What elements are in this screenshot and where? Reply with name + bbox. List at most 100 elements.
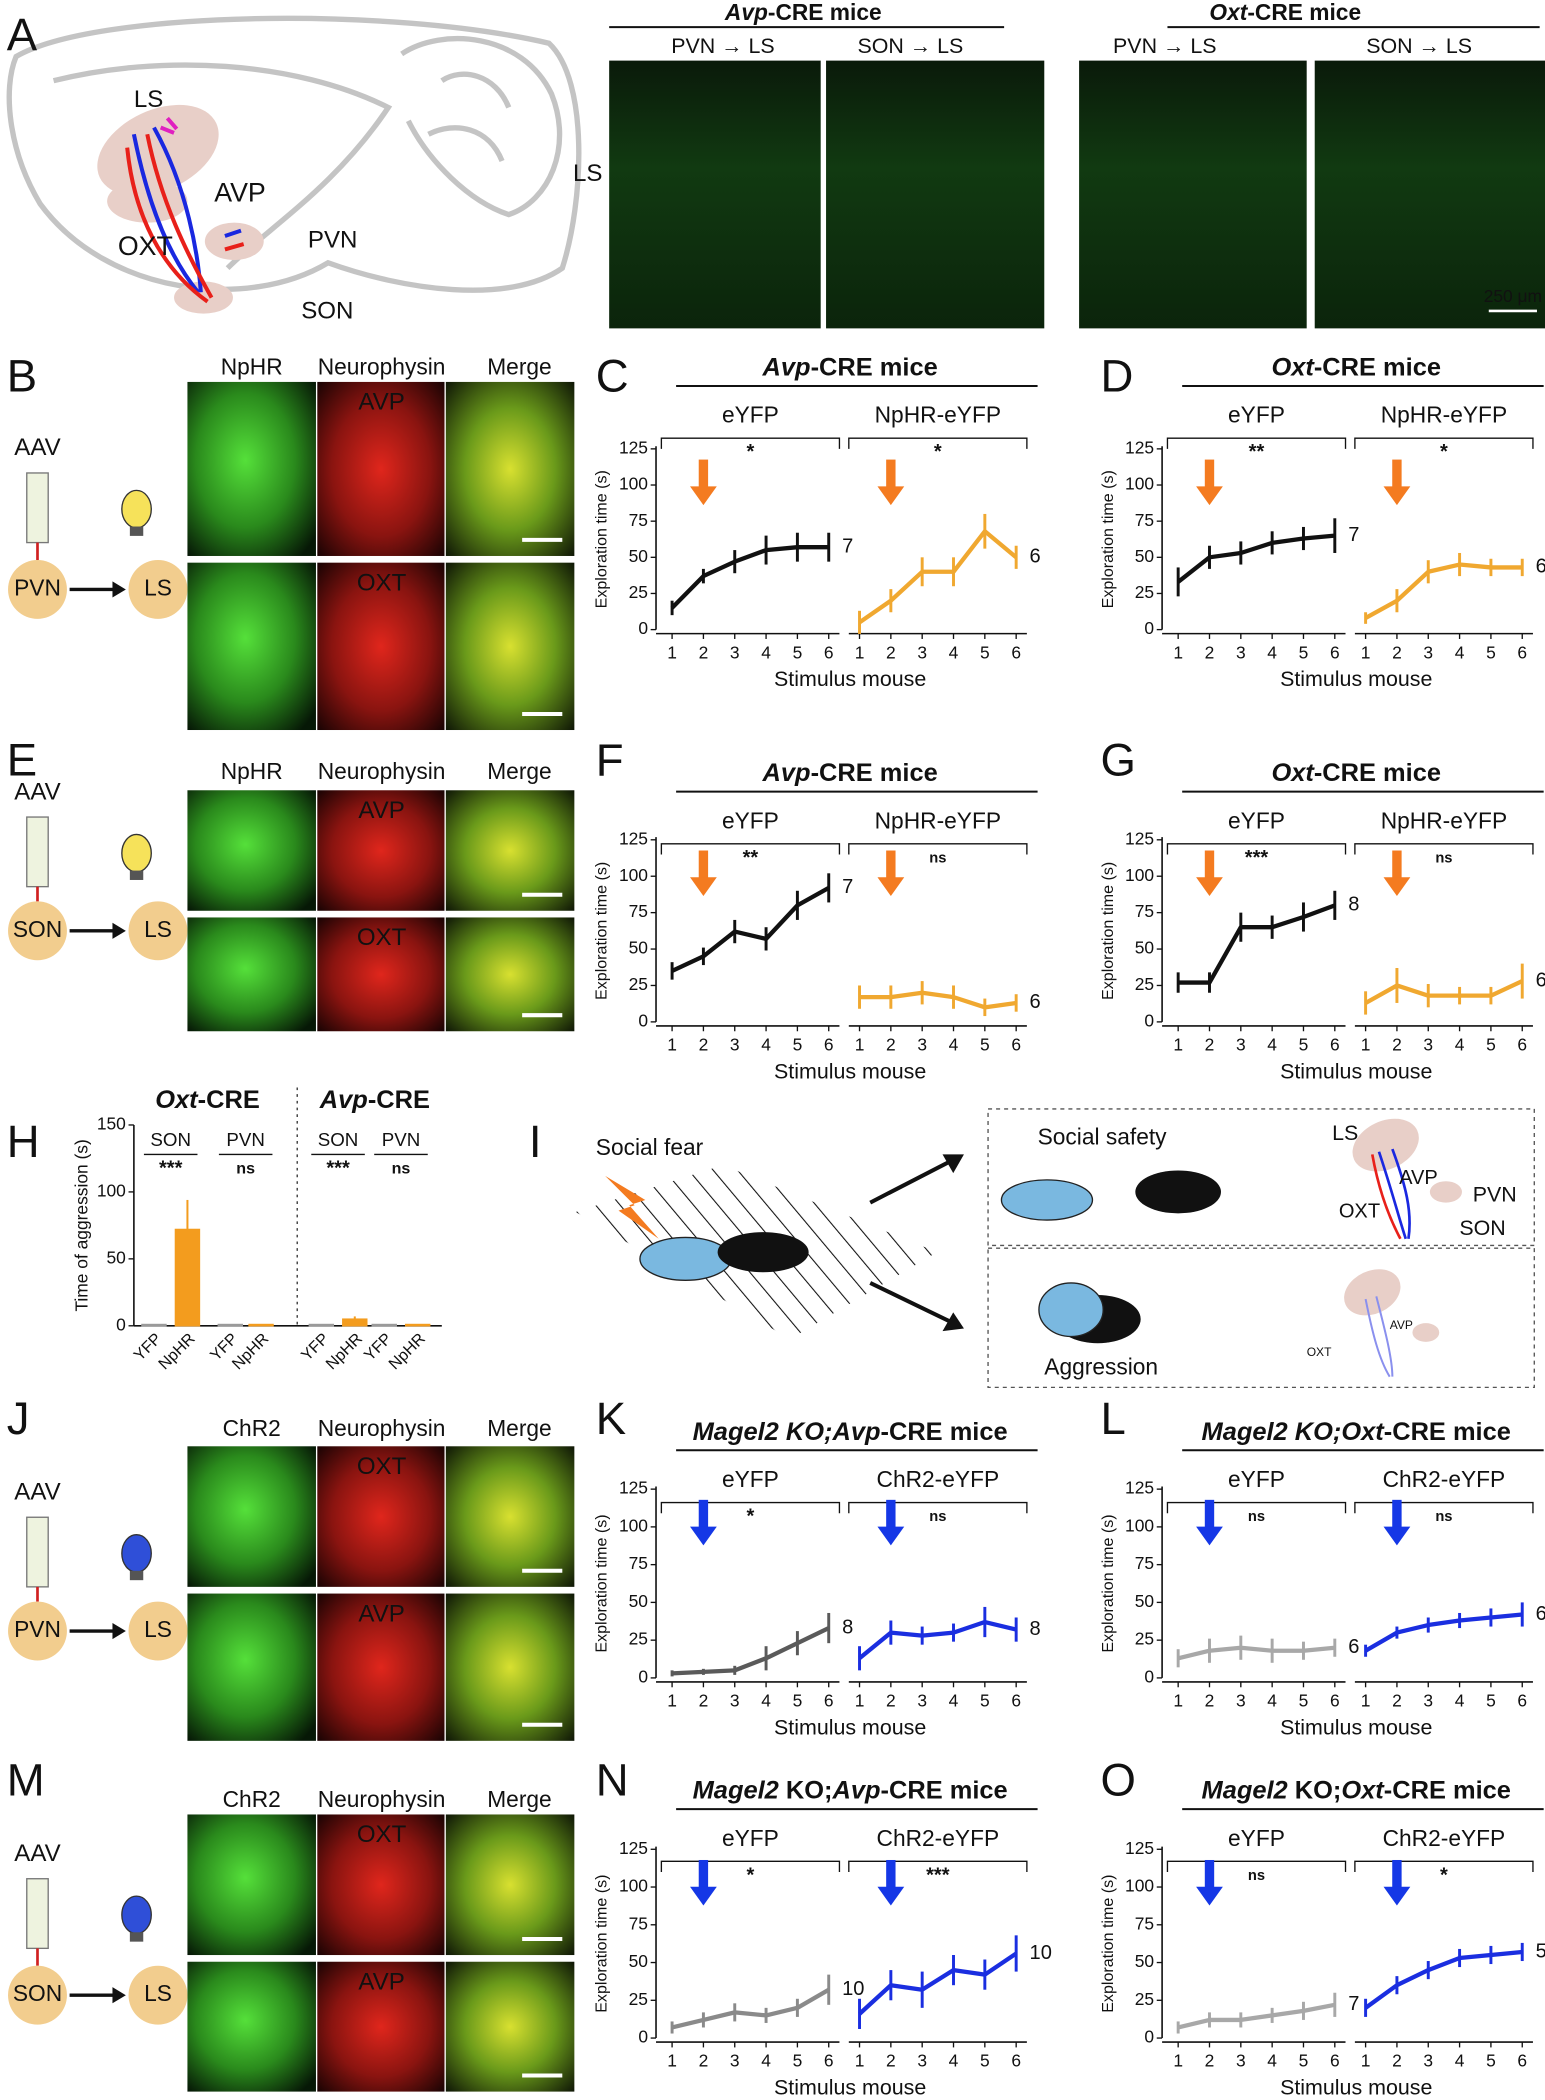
chart-title-part: Oxt [1271,353,1315,381]
x-tick-label: 2 [699,1691,709,1711]
chart-title: Oxt-CRE mice [1271,353,1441,381]
column-label: PVN → LS [671,34,775,58]
column-label: NpHR [221,758,283,784]
subgroup-label: SON [150,1129,191,1150]
y-tick-label: 100 [1125,865,1154,885]
x-tick-label: 5 [980,642,990,662]
x-tick-label: 3 [1423,1035,1433,1055]
stimulus-arrow-head [1383,877,1411,897]
chart-title: Avp-CRE mice [762,353,938,381]
x-tick-label: 4 [761,1035,771,1055]
micrograph [317,1446,445,1587]
virus-label: AAV [14,778,60,805]
micrograph [317,381,445,556]
chart-title-part: -CRE mice [811,759,938,787]
mean-line [1176,533,1336,584]
x-tick-label: 4 [761,2051,771,2071]
x-tick-label: 5 [1486,1691,1496,1711]
source-label: SON [13,1980,62,2006]
y-tick-label: 0 [638,1010,648,1030]
chart-title-part: -CRE mice [1314,759,1441,787]
projection-head [112,1987,126,2004]
significance-bracket [848,437,1028,449]
panel-label: D [1101,350,1134,401]
virus-label: AAV [14,1840,60,1867]
x-tick-label: 1 [1173,1035,1183,1055]
source-node [8,901,67,961]
x-tick-label: 3 [1236,642,1246,662]
row-label: OXT [357,1821,407,1848]
significance: * [746,1506,754,1528]
y-tick-label: 0 [638,1667,648,1687]
chart-title-part: -CRE mice [1314,353,1441,381]
significance: *** [326,1157,350,1179]
group-title: Avp-CRE [319,1086,430,1114]
x-tick-label: 6 [1330,1035,1340,1055]
y-tick-label: 0 [1144,1010,1154,1030]
bar [248,1323,274,1327]
x-axis-label: Stimulus mouse [774,2076,926,2100]
micrograph [317,1593,445,1741]
x-tick-label: 4 [1267,1691,1277,1711]
mean-line [670,545,829,610]
x-tick-label: 3 [1236,1691,1246,1711]
panel-label: J [7,1393,30,1444]
target-label: LS [144,1980,172,2006]
x-tick-label: 2 [699,642,709,662]
stimulus-arrow-head [877,1886,905,1906]
scale-bar: 250 μm [1484,286,1542,306]
significance-bracket [848,1501,1028,1514]
light-bulb [121,1533,152,1573]
stimulus-arrow [886,1859,896,1890]
group-title-part: -CRE [368,1086,430,1114]
x-tick-label: 4 [1455,1691,1465,1711]
micrograph [317,1814,445,1956]
significance-bracket [848,1860,1028,1873]
stimulus-arrow-head [1196,1886,1223,1906]
y-tick-label: 25 [1135,974,1154,994]
x-tick-label: 6 [1330,2051,1340,2071]
column-label: Merge [487,1415,551,1441]
light-bulb [121,489,152,529]
y-tick-label: 75 [1135,1913,1154,1933]
significance-bracket [660,437,841,449]
micrograph [445,1593,575,1741]
y-tick-label: 25 [629,1989,648,2009]
stimulus-arrow [1392,850,1402,880]
x-tick-label: 5 [1299,2051,1309,2071]
x-tick-label: 3 [1236,2051,1246,2071]
x-tick-label: 4 [1267,2051,1277,2071]
y-tick-label: 100 [1125,1876,1154,1896]
x-axis-label: Stimulus mouse [1280,2076,1432,2100]
chart-title: Avp-CRE mice [762,759,938,787]
stimulus-arrow-head [690,1886,717,1906]
chart-title-part: Magel2 KO;Avp [693,1418,881,1446]
micrograph [187,1814,316,1956]
x-tick-label: 6 [1517,642,1527,662]
x-tick-label: 2 [1392,2051,1402,2071]
x-tick-label: 2 [1205,642,1215,662]
brain-regions [97,104,264,314]
x-axis-label: Stimulus mouse [1280,667,1432,691]
column-label: Neurophysin [318,1415,446,1441]
significance: *** [1245,847,1269,869]
bar [371,1323,397,1327]
x-tick-label: 4 [949,1691,959,1711]
subgroup-label: PVN [382,1129,421,1150]
significance: ** [743,847,759,869]
x-tick-label: 3 [917,642,927,662]
panel-i-art [575,1108,1535,1389]
chart-title: Magel2 KO;Avp-CRE mice [693,1776,1008,1804]
legend-label: ChR2-eYFP [877,1825,1000,1851]
n-label: 10 [1030,1942,1052,1964]
micrograph [187,790,316,911]
significance: * [1440,1864,1448,1886]
x-tick-label: 1 [1361,1691,1371,1711]
x-tick-label: 2 [699,1035,709,1055]
target-node [128,1965,188,2025]
stimulus-arrow [1392,1499,1402,1530]
y-tick-label: 75 [1135,1553,1154,1573]
micrograph [317,562,445,731]
x-tick-label: 2 [1205,1691,1215,1711]
significance: ns [929,850,946,866]
